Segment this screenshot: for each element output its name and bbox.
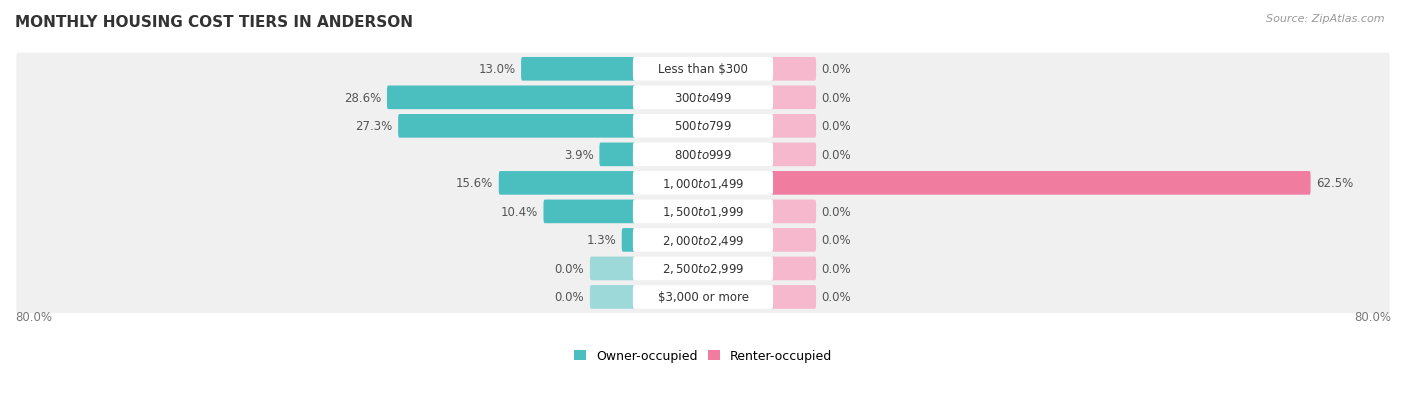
FancyBboxPatch shape: [599, 143, 636, 167]
Text: $2,500 to $2,999: $2,500 to $2,999: [662, 262, 744, 276]
Text: 80.0%: 80.0%: [15, 310, 52, 323]
FancyBboxPatch shape: [17, 281, 1389, 313]
Text: 10.4%: 10.4%: [501, 205, 538, 218]
Text: 13.0%: 13.0%: [478, 63, 516, 76]
FancyBboxPatch shape: [591, 257, 636, 280]
Text: 0.0%: 0.0%: [821, 120, 851, 133]
Text: 0.0%: 0.0%: [821, 63, 851, 76]
FancyBboxPatch shape: [633, 115, 773, 138]
FancyBboxPatch shape: [770, 58, 815, 81]
Text: 62.5%: 62.5%: [1316, 177, 1354, 190]
FancyBboxPatch shape: [499, 172, 636, 195]
FancyBboxPatch shape: [17, 110, 1389, 142]
FancyBboxPatch shape: [591, 285, 636, 309]
Text: 0.0%: 0.0%: [555, 262, 585, 275]
FancyBboxPatch shape: [17, 196, 1389, 228]
Text: 15.6%: 15.6%: [456, 177, 494, 190]
Text: 0.0%: 0.0%: [821, 149, 851, 161]
FancyBboxPatch shape: [17, 253, 1389, 285]
FancyBboxPatch shape: [522, 58, 636, 81]
FancyBboxPatch shape: [544, 200, 636, 224]
FancyBboxPatch shape: [398, 115, 636, 138]
Text: Less than $300: Less than $300: [658, 63, 748, 76]
FancyBboxPatch shape: [633, 58, 773, 81]
Text: 28.6%: 28.6%: [344, 92, 381, 104]
FancyBboxPatch shape: [387, 86, 636, 110]
Text: 0.0%: 0.0%: [555, 291, 585, 304]
FancyBboxPatch shape: [17, 54, 1389, 86]
FancyBboxPatch shape: [633, 285, 773, 309]
FancyBboxPatch shape: [770, 228, 815, 252]
Text: 0.0%: 0.0%: [821, 92, 851, 104]
FancyBboxPatch shape: [633, 257, 773, 280]
FancyBboxPatch shape: [633, 143, 773, 167]
Text: 80.0%: 80.0%: [1354, 310, 1391, 323]
Text: 27.3%: 27.3%: [356, 120, 392, 133]
Text: 0.0%: 0.0%: [821, 291, 851, 304]
Text: $500 to $799: $500 to $799: [673, 120, 733, 133]
FancyBboxPatch shape: [770, 285, 815, 309]
FancyBboxPatch shape: [770, 200, 815, 224]
FancyBboxPatch shape: [17, 82, 1389, 114]
FancyBboxPatch shape: [633, 228, 773, 252]
FancyBboxPatch shape: [633, 86, 773, 110]
Text: MONTHLY HOUSING COST TIERS IN ANDERSON: MONTHLY HOUSING COST TIERS IN ANDERSON: [15, 15, 413, 30]
Text: 1.3%: 1.3%: [586, 234, 616, 247]
Legend: Owner-occupied, Renter-occupied: Owner-occupied, Renter-occupied: [568, 344, 838, 367]
Text: $800 to $999: $800 to $999: [673, 149, 733, 161]
Text: $1,500 to $1,999: $1,500 to $1,999: [662, 205, 744, 219]
Text: 0.0%: 0.0%: [821, 205, 851, 218]
Text: $2,000 to $2,499: $2,000 to $2,499: [662, 233, 744, 247]
Text: $3,000 or more: $3,000 or more: [658, 291, 748, 304]
Text: Source: ZipAtlas.com: Source: ZipAtlas.com: [1267, 14, 1385, 24]
FancyBboxPatch shape: [770, 257, 815, 280]
FancyBboxPatch shape: [17, 139, 1389, 171]
FancyBboxPatch shape: [633, 172, 773, 195]
Text: 0.0%: 0.0%: [821, 262, 851, 275]
FancyBboxPatch shape: [770, 172, 1310, 195]
FancyBboxPatch shape: [621, 228, 636, 252]
FancyBboxPatch shape: [770, 143, 815, 167]
FancyBboxPatch shape: [17, 224, 1389, 256]
FancyBboxPatch shape: [770, 86, 815, 110]
FancyBboxPatch shape: [17, 167, 1389, 199]
FancyBboxPatch shape: [770, 115, 815, 138]
FancyBboxPatch shape: [633, 200, 773, 224]
Text: 0.0%: 0.0%: [821, 234, 851, 247]
Text: $1,000 to $1,499: $1,000 to $1,499: [662, 176, 744, 190]
Text: $300 to $499: $300 to $499: [673, 92, 733, 104]
Text: 3.9%: 3.9%: [564, 149, 593, 161]
